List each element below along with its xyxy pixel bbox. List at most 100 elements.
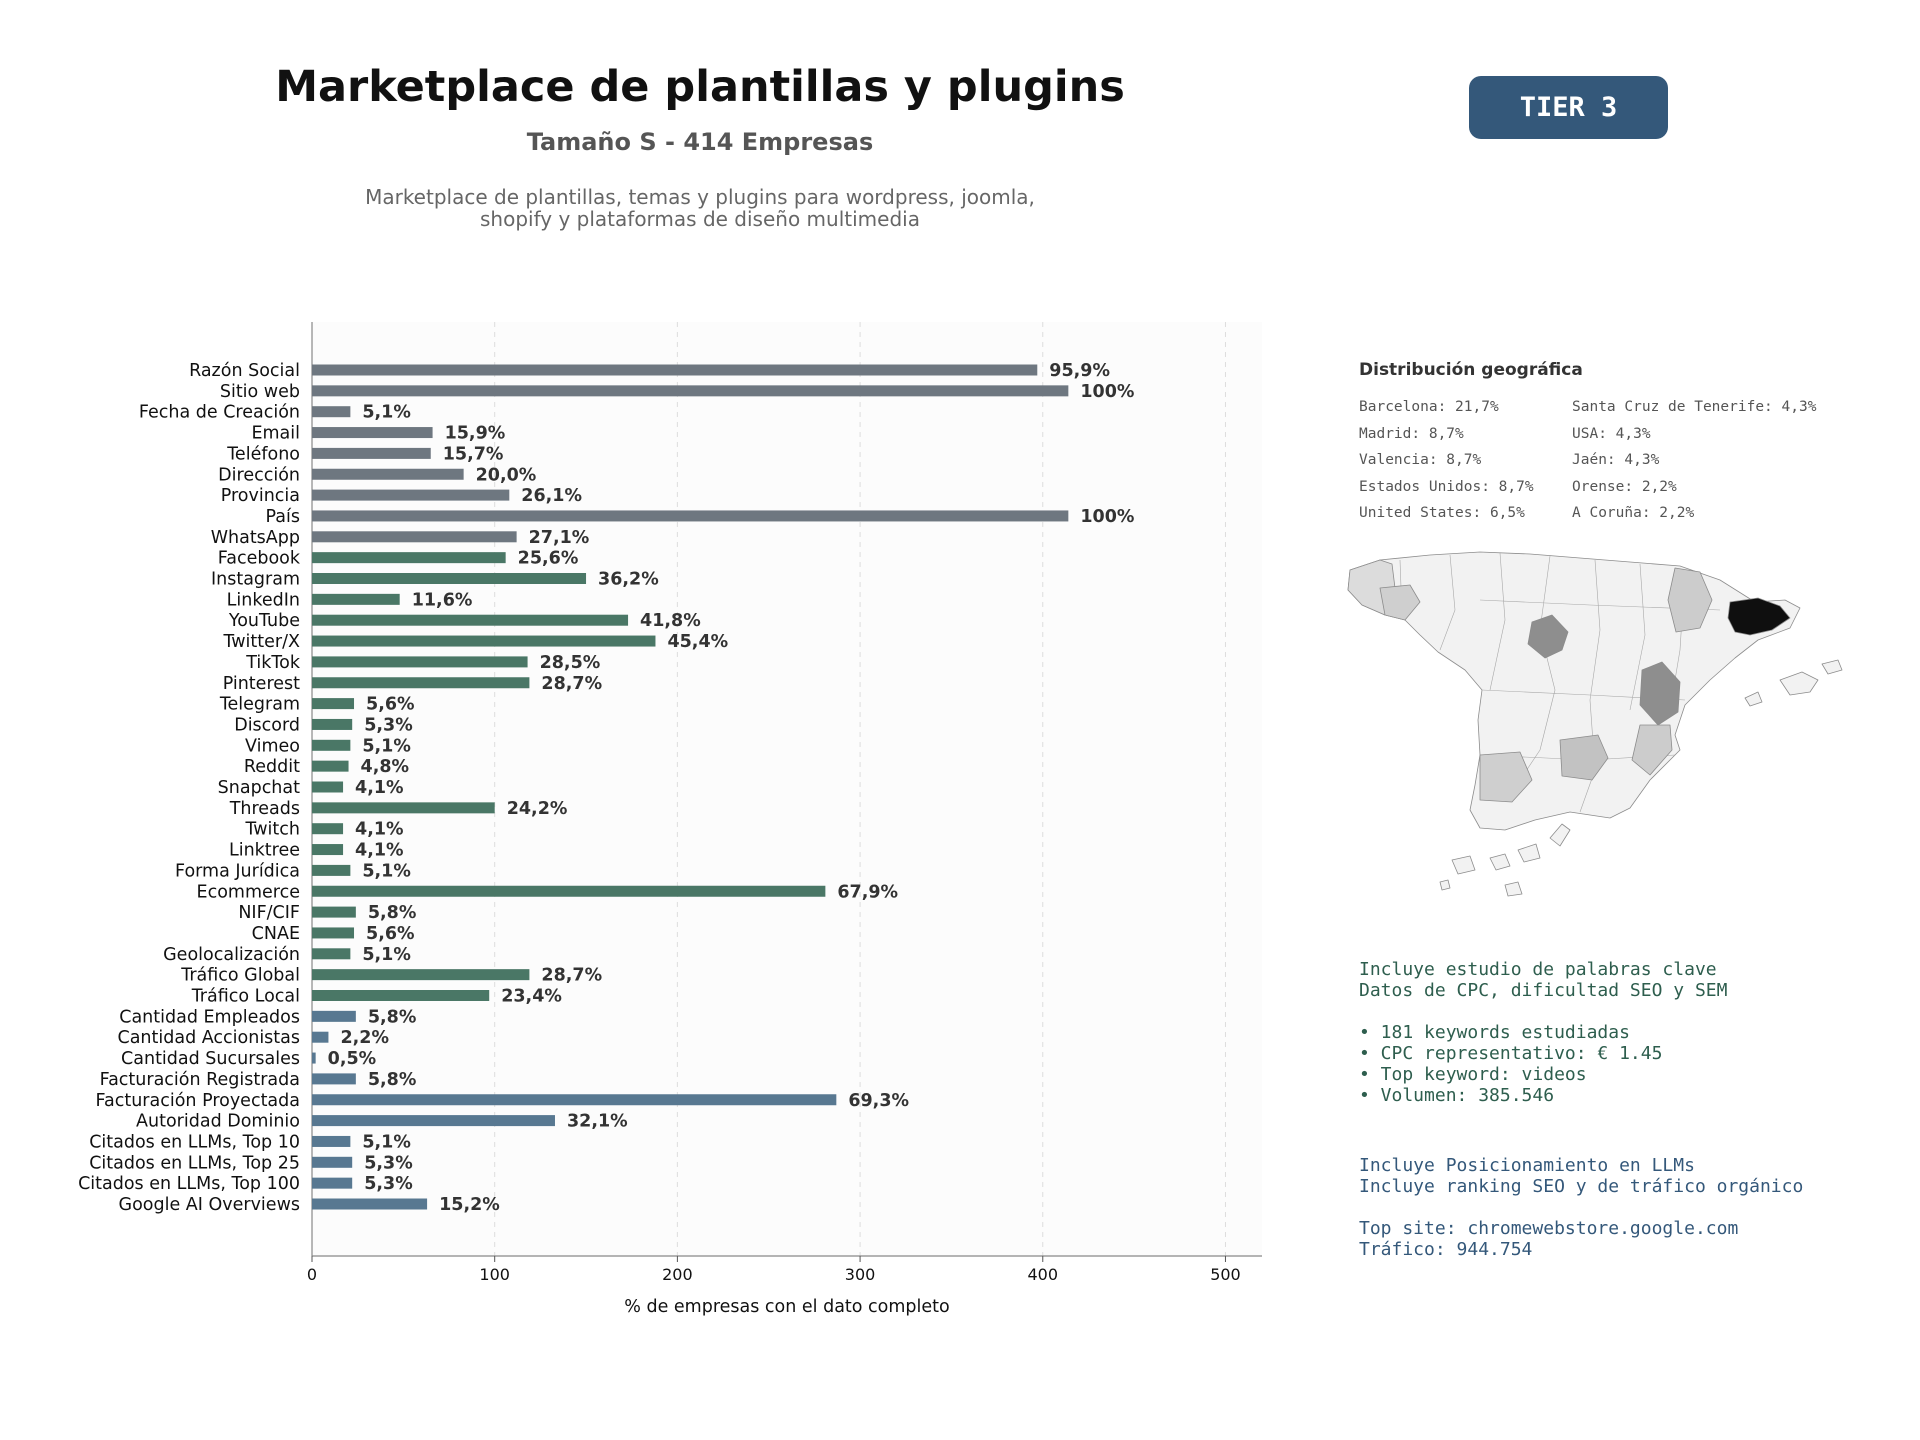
category-label: Provincia (221, 486, 300, 506)
bar (312, 844, 344, 856)
data-label: 28,5% (540, 653, 601, 673)
geo-item: Barcelona: 21,7% (1359, 399, 1499, 415)
bar (312, 1073, 356, 1085)
bar (312, 447, 431, 459)
geo-item: Jaén: 4,3% (1572, 452, 1660, 468)
geo-item: Santa Cruz de Tenerife: 4,3% (1572, 399, 1817, 415)
category-label: Fecha de Creación (139, 403, 300, 423)
keyword-bullet-3: • Top keyword: videos (1359, 1064, 1587, 1085)
category-label: Twitch (244, 820, 300, 840)
data-label: 5,1% (362, 403, 411, 423)
keyword-spacer (1359, 1001, 1727, 1022)
bar (312, 718, 353, 730)
category-label: Sitio web (220, 382, 300, 402)
region-aragon (1667, 567, 1713, 633)
category-label: TikTok (245, 653, 301, 673)
data-label: 5,1% (362, 736, 411, 756)
data-label: 36,2% (598, 570, 659, 590)
region-barcelona (1727, 597, 1791, 636)
category-label: Facturación Registrada (100, 1070, 300, 1090)
category-label: Citados en LLMs, Top 25 (89, 1153, 300, 1173)
data-label: 5,8% (368, 1070, 417, 1090)
data-label: 5,1% (362, 1132, 411, 1152)
bar (312, 531, 517, 543)
data-label: 4,1% (355, 820, 404, 840)
bar (312, 468, 464, 480)
bar (312, 614, 629, 626)
bar (312, 593, 400, 605)
category-label: YouTube (228, 611, 300, 631)
category-label: Google AI Overviews (119, 1195, 300, 1215)
region-orense (1379, 584, 1421, 621)
data-label: 28,7% (541, 966, 602, 986)
bar (312, 969, 530, 981)
data-label: 20,0% (476, 465, 537, 485)
bar (312, 823, 344, 835)
bar (312, 1010, 356, 1022)
data-label: 4,8% (361, 757, 410, 777)
page-title: Marketplace de plantillas y plugins (275, 62, 1125, 112)
geo-item: USA: 4,3% (1572, 425, 1651, 442)
category-label: LinkedIn (227, 590, 300, 610)
data-label: 24,2% (507, 799, 568, 819)
bar (312, 885, 826, 897)
category-label: Pinterest (223, 674, 300, 694)
bar (312, 760, 349, 772)
bar (312, 552, 506, 564)
keyword-line-1: Incluye estudio de palabras clave (1359, 959, 1717, 980)
category-label: Snapchat (218, 778, 300, 798)
keyword-study-block: Incluye estudio de palabras clave Datos d… (1359, 959, 1727, 1106)
x-tick-label: 500 (1210, 1265, 1241, 1284)
description-line-2: shopify y plataformas de diseño multimed… (480, 207, 920, 231)
keyword-bullet-2: • CPC representativo: € 1.45 (1359, 1043, 1663, 1064)
category-label: Cantidad Empleados (119, 1007, 300, 1027)
data-label: 5,6% (366, 924, 415, 944)
data-label: 5,3% (364, 1153, 413, 1173)
keyword-bullet-4: • Volumen: 385.546 (1359, 1085, 1555, 1106)
bar (312, 1052, 316, 1064)
bar (312, 677, 530, 689)
category-label: Geolocalización (163, 945, 300, 965)
category-label: Discord (234, 715, 300, 735)
bar (312, 698, 355, 710)
data-label: 23,4% (501, 987, 562, 1007)
category-label: Instagram (211, 570, 300, 590)
category-label: Reddit (244, 757, 300, 777)
llm-line-1: Incluye Posicionamiento en LLMs (1359, 1155, 1695, 1176)
category-label: Dirección (218, 465, 300, 485)
data-label: 69,3% (848, 1091, 909, 1111)
category-label: Facturación Proyectada (96, 1091, 300, 1111)
bar (312, 864, 351, 876)
data-label: 2,2% (340, 1028, 389, 1048)
data-label: 67,9% (837, 882, 898, 902)
geo-item: Estados Unidos: 8,7% (1359, 478, 1534, 495)
category-label: Citados en LLMs, Top 100 (78, 1174, 300, 1194)
category-label: Teléfono (226, 444, 300, 464)
spain-map (1347, 551, 1843, 897)
data-label: 100% (1080, 382, 1134, 402)
data-label: 5,8% (368, 903, 417, 923)
data-label: 11,6% (412, 590, 473, 610)
bar (312, 990, 490, 1001)
category-label: Threads (229, 799, 300, 819)
data-label: 26,1% (521, 486, 582, 506)
llm-line-4: Tráfico: 944.754 (1359, 1239, 1533, 1260)
data-label: 28,7% (541, 674, 602, 694)
category-label: Cantidad Sucursales (121, 1049, 300, 1069)
category-label: Citados en LLMs, Top 10 (89, 1132, 300, 1152)
geo-list: Barcelona: 21,7% Santa Cruz de Tenerife:… (1359, 398, 1852, 523)
bar (312, 1135, 351, 1147)
category-label: Telegram (219, 695, 300, 715)
region-alicante (1631, 724, 1673, 776)
region-jaen (1559, 734, 1609, 781)
data-label: 5,1% (362, 861, 411, 881)
bar (312, 510, 1069, 522)
x-tick-label: 200 (662, 1265, 693, 1284)
mainland-outline (1347, 551, 1801, 831)
keyword-bullet-1: • 181 keywords estudiadas (1359, 1022, 1630, 1043)
category-label: WhatsApp (211, 528, 300, 548)
bar (312, 364, 1038, 376)
tier-badge: TIER 3 (1469, 76, 1668, 139)
page-subtitle: Tamaño S - 414 Empresas (526, 128, 874, 156)
region-andalucia-west (1479, 751, 1533, 803)
